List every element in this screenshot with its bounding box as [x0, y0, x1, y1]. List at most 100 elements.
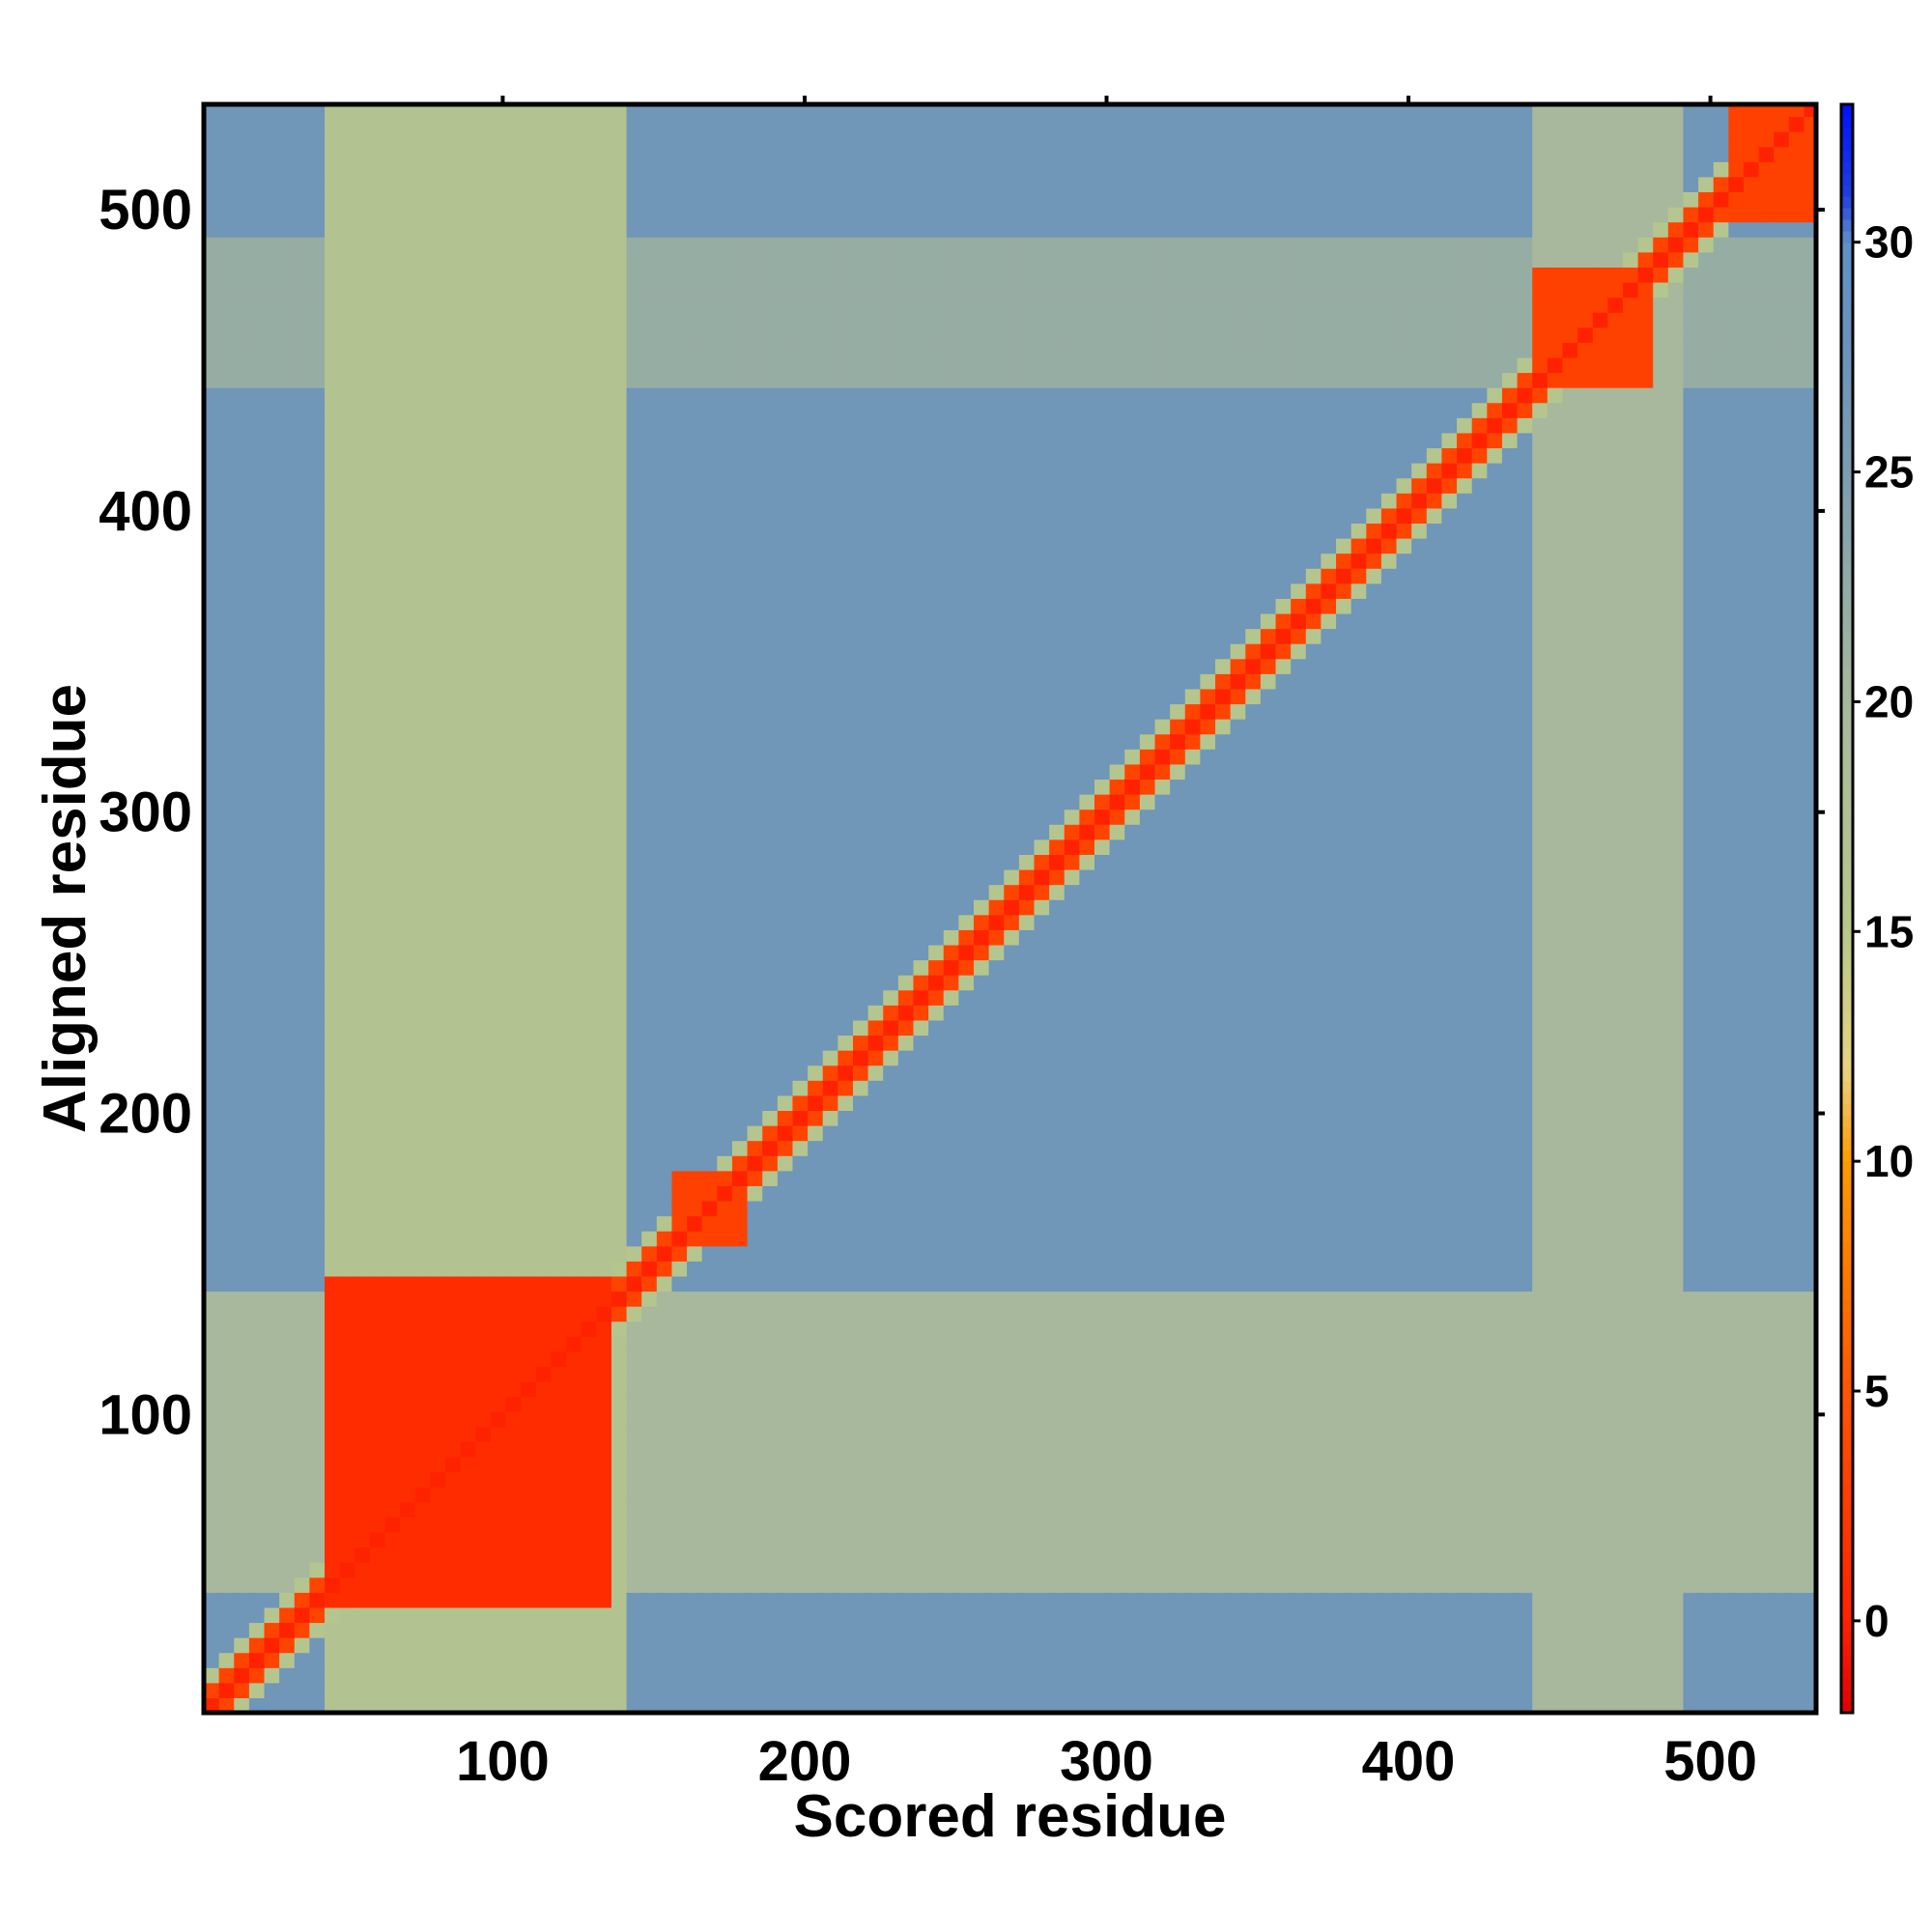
heatmap-cell [702, 1381, 718, 1397]
heatmap-cell [611, 267, 627, 282]
heatmap-cell [521, 1487, 536, 1502]
heatmap-cell [883, 568, 898, 583]
heatmap-cell [702, 598, 718, 613]
heatmap-cell [883, 447, 898, 463]
heatmap-cell [445, 1336, 461, 1351]
heatmap-cell [748, 373, 763, 388]
heatmap-cell [475, 734, 491, 750]
heatmap-cell [883, 673, 898, 689]
heatmap-cell [506, 417, 522, 433]
heatmap-cell [551, 975, 566, 990]
heatmap-cell [611, 252, 627, 268]
heatmap-cell [415, 1171, 431, 1186]
heatmap-cell [868, 177, 884, 192]
heatmap-cell [385, 794, 401, 810]
heatmap-cell [475, 1548, 491, 1563]
heatmap-cell [823, 915, 838, 930]
heatmap-cell [445, 1276, 461, 1292]
heatmap-cell [732, 1532, 748, 1548]
heatmap-cell [309, 1472, 325, 1488]
heatmap-cell [415, 779, 431, 794]
heatmap-cell [687, 1185, 702, 1201]
heatmap-cell [385, 1411, 401, 1427]
heatmap-cell [536, 734, 552, 750]
heatmap-cell [279, 899, 295, 915]
heatmap-cell [566, 824, 582, 839]
heatmap-cell [808, 1125, 823, 1141]
heatmap-cell [657, 237, 672, 252]
heatmap-cell [475, 899, 491, 915]
heatmap-cell [702, 960, 718, 976]
heatmap-cell [627, 1171, 642, 1186]
heatmap-cell [279, 1548, 295, 1563]
heatmap-cell [461, 1351, 476, 1367]
heatmap-cell [521, 1502, 536, 1518]
heatmap-cell [596, 342, 611, 357]
heatmap-cell [641, 613, 657, 629]
heatmap-cell [279, 1502, 295, 1518]
heatmap-cell [883, 960, 898, 976]
heatmap-cell [778, 1548, 793, 1563]
heatmap-cell [762, 1185, 778, 1201]
heatmap-cell [461, 433, 476, 448]
heatmap-cell [611, 689, 627, 704]
heatmap-cell [792, 854, 808, 869]
heatmap-cell [732, 854, 748, 869]
heatmap-cell [551, 298, 566, 313]
heatmap-cell [883, 1397, 898, 1412]
heatmap-cell [641, 854, 657, 869]
heatmap-cell [430, 1441, 445, 1457]
heatmap-cell [611, 1050, 627, 1065]
heatmap-cell [748, 598, 763, 613]
heatmap-cell [853, 734, 868, 750]
heatmap-cell [611, 387, 627, 403]
heatmap-cell [898, 1517, 914, 1532]
heatmap-cell [687, 282, 702, 298]
heatmap-cell [717, 885, 732, 900]
heatmap-cell [461, 1020, 476, 1036]
heatmap-cell [687, 1035, 702, 1050]
heatmap-cell [491, 1577, 506, 1593]
heatmap-cell [295, 1231, 310, 1246]
heatmap-cell [536, 583, 552, 599]
heatmap-cell [702, 463, 718, 478]
heatmap-cell [762, 643, 778, 659]
heatmap-cell [566, 734, 582, 750]
heatmap-cell [536, 1080, 552, 1095]
heatmap-cell [883, 1095, 898, 1111]
heatmap-cell [265, 1562, 280, 1577]
heatmap-cell [898, 945, 914, 960]
heatmap-cell [219, 583, 235, 599]
heatmap-cell [687, 1637, 702, 1653]
heatmap-cell [400, 357, 415, 373]
heatmap-cell [702, 810, 718, 825]
heatmap-cell [582, 1291, 597, 1306]
heatmap-cell [355, 1171, 370, 1186]
heatmap-cell [295, 1351, 310, 1367]
heatmap-cell [657, 1366, 672, 1381]
heatmap-cell [627, 1683, 642, 1698]
heatmap-cell [627, 583, 642, 599]
heatmap-cell [506, 1065, 522, 1081]
heatmap-cell [641, 523, 657, 538]
heatmap-cell [868, 523, 884, 538]
heatmap-cell [234, 131, 249, 147]
heatmap-cell [883, 899, 898, 915]
heatmap-cell [868, 1306, 884, 1321]
heatmap-cell [868, 824, 884, 839]
heatmap-cell [461, 1141, 476, 1156]
heatmap-cell [430, 719, 445, 734]
heatmap-cell [506, 1441, 522, 1457]
heatmap-cell [641, 1216, 657, 1232]
heatmap-cell [536, 387, 552, 403]
heatmap-cell [566, 719, 582, 734]
heatmap-cell [234, 1637, 249, 1653]
heatmap-cell [385, 433, 401, 448]
heatmap-cell [808, 1397, 823, 1412]
heatmap-cell [340, 327, 355, 343]
heatmap-cell [355, 387, 370, 403]
heatmap-cell [566, 463, 582, 478]
heatmap-cell [370, 779, 385, 794]
heatmap-cell [249, 598, 265, 613]
heatmap-cell [521, 1185, 536, 1201]
